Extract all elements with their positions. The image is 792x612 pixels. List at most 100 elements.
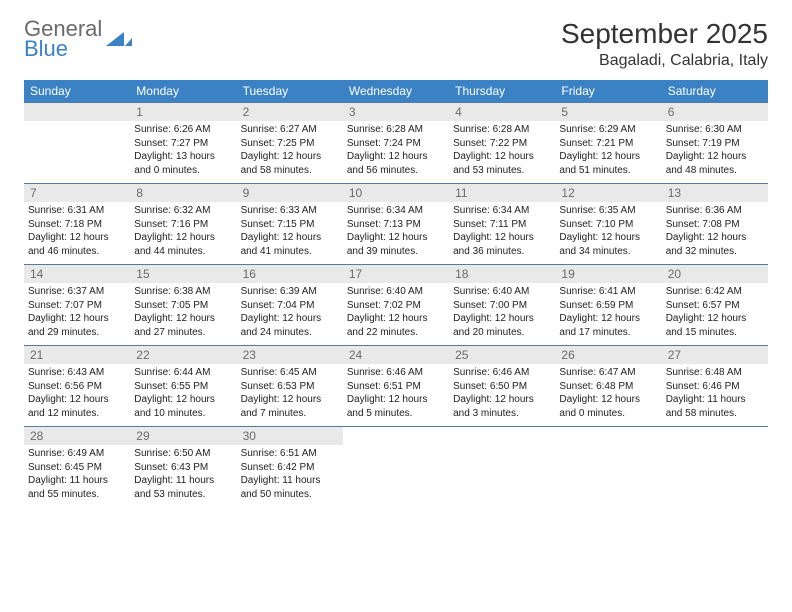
day-info: Sunrise: 6:47 AMSunset: 6:48 PMDaylight:…	[559, 366, 657, 420]
week-row: 1 Sunrise: 6:26 AMSunset: 7:27 PMDaylight…	[24, 103, 768, 184]
day-cell: 8 Sunrise: 6:32 AMSunset: 7:16 PMDaylight…	[130, 184, 236, 265]
day-cell	[24, 103, 130, 184]
day-number: 2	[237, 103, 343, 121]
day-cell: 19 Sunrise: 6:41 AMSunset: 6:59 PMDayligh…	[555, 265, 661, 346]
calendar-body: 1 Sunrise: 6:26 AMSunset: 7:27 PMDaylight…	[24, 103, 768, 508]
day-number: 7	[24, 184, 130, 202]
day-info: Sunrise: 6:39 AMSunset: 7:04 PMDaylight:…	[241, 285, 339, 339]
day-cell: 9Sunrise: 6:33 AMSunset: 7:15 PMDaylight…	[237, 184, 343, 265]
day-number: 30	[237, 427, 343, 445]
day-info: Sunrise: 6:33 AMSunset: 7:15 PMDaylight:…	[241, 204, 339, 258]
day-cell: 27Sunrise: 6:48 AMSunset: 6:46 PMDayligh…	[662, 346, 768, 427]
weekday-header: Tuesday	[237, 80, 343, 103]
day-cell: 7 Sunrise: 6:31 AMSunset: 7:18 PMDaylight…	[24, 184, 130, 265]
weekday-header: Thursday	[449, 80, 555, 103]
logo-word2: Blue	[24, 38, 102, 60]
day-cell: 15Sunrise: 6:38 AMSunset: 7:05 PMDayligh…	[130, 265, 236, 346]
day-info: Sunrise: 6:30 AMSunset: 7:19 PMDaylight:…	[666, 123, 764, 177]
day-cell: 28 Sunrise: 6:49 AMSunset: 6:45 PMDayligh…	[24, 427, 130, 508]
day-cell: 5 Sunrise: 6:29 AMSunset: 7:21 PMDaylight…	[555, 103, 661, 184]
day-info: Sunrise: 6:36 AMSunset: 7:08 PMDaylight:…	[666, 204, 764, 258]
day-number: 11	[449, 184, 555, 202]
day-cell: 13 Sunrise: 6:36 AMSunset: 7:08 PMDayligh…	[662, 184, 768, 265]
day-info: Sunrise: 6:28 AMSunset: 7:22 PMDaylight:…	[453, 123, 551, 177]
day-info: Sunrise: 6:38 AMSunset: 7:05 PMDaylight:…	[134, 285, 232, 339]
day-cell	[449, 427, 555, 508]
week-row: 7 Sunrise: 6:31 AMSunset: 7:18 PMDaylight…	[24, 184, 768, 265]
day-number: 19	[555, 265, 661, 283]
day-cell: 16 Sunrise: 6:39 AMSunset: 7:04 PMDayligh…	[237, 265, 343, 346]
empty-day	[662, 427, 768, 445]
day-cell: 4 Sunrise: 6:28 AMSunset: 7:22 PMDaylight…	[449, 103, 555, 184]
day-number: 3	[343, 103, 449, 121]
day-number: 17	[343, 265, 449, 283]
day-info: Sunrise: 6:29 AMSunset: 7:21 PMDaylight:…	[559, 123, 657, 177]
day-number: 29	[130, 427, 236, 445]
day-cell: 26Sunrise: 6:47 AMSunset: 6:48 PMDayligh…	[555, 346, 661, 427]
day-info: Sunrise: 6:32 AMSunset: 7:16 PMDaylight:…	[134, 204, 232, 258]
day-number: 28	[24, 427, 130, 445]
day-info: Sunrise: 6:48 AMSunset: 6:46 PMDaylight:…	[666, 366, 764, 420]
location: Bagaladi, Calabria, Italy	[561, 52, 768, 70]
day-number: 23	[237, 346, 343, 364]
day-number: 21	[24, 346, 130, 364]
day-info: Sunrise: 6:41 AMSunset: 6:59 PMDaylight:…	[559, 285, 657, 339]
calendar-table: SundayMondayTuesdayWednesdayThursdayFrid…	[24, 80, 768, 507]
day-number: 1	[130, 103, 236, 121]
day-cell	[555, 427, 661, 508]
week-row: 21 Sunrise: 6:43 AMSunset: 6:56 PMDayligh…	[24, 346, 768, 427]
day-cell: 30 Sunrise: 6:51 AMSunset: 6:42 PMDayligh…	[237, 427, 343, 508]
day-info: Sunrise: 6:44 AMSunset: 6:55 PMDaylight:…	[134, 366, 232, 420]
day-cell: 1 Sunrise: 6:26 AMSunset: 7:27 PMDaylight…	[130, 103, 236, 184]
day-cell: 20Sunrise: 6:42 AMSunset: 6:57 PMDayligh…	[662, 265, 768, 346]
day-info: Sunrise: 6:31 AMSunset: 7:18 PMDaylight:…	[28, 204, 126, 258]
day-cell: 12 Sunrise: 6:35 AMSunset: 7:10 PMDayligh…	[555, 184, 661, 265]
day-info: Sunrise: 6:40 AMSunset: 7:02 PMDaylight:…	[347, 285, 445, 339]
day-number: 12	[555, 184, 661, 202]
day-info: Sunrise: 6:34 AMSunset: 7:13 PMDaylight:…	[347, 204, 445, 258]
day-number: 16	[237, 265, 343, 283]
day-cell: 22 Sunrise: 6:44 AMSunset: 6:55 PMDayligh…	[130, 346, 236, 427]
empty-day	[555, 427, 661, 445]
day-number: 13	[662, 184, 768, 202]
day-info: Sunrise: 6:40 AMSunset: 7:00 PMDaylight:…	[453, 285, 551, 339]
day-info: Sunrise: 6:46 AMSunset: 6:51 PMDaylight:…	[347, 366, 445, 420]
day-info: Sunrise: 6:45 AMSunset: 6:53 PMDaylight:…	[241, 366, 339, 420]
day-number: 14	[24, 265, 130, 283]
day-number: 18	[449, 265, 555, 283]
logo-mark-icon	[106, 28, 132, 50]
day-cell: 14Sunrise: 6:37 AMSunset: 7:07 PMDayligh…	[24, 265, 130, 346]
logo-text: General Blue	[24, 18, 102, 60]
day-number: 4	[449, 103, 555, 121]
day-cell: 18 Sunrise: 6:40 AMSunset: 7:00 PMDayligh…	[449, 265, 555, 346]
weekday-header: Wednesday	[343, 80, 449, 103]
day-cell: 29 Sunrise: 6:50 AMSunset: 6:43 PMDayligh…	[130, 427, 236, 508]
day-number: 22	[130, 346, 236, 364]
day-number: 25	[449, 346, 555, 364]
day-info: Sunrise: 6:49 AMSunset: 6:45 PMDaylight:…	[28, 447, 126, 501]
empty-day	[449, 427, 555, 445]
day-number: 10	[343, 184, 449, 202]
day-cell: 23 Sunrise: 6:45 AMSunset: 6:53 PMDayligh…	[237, 346, 343, 427]
empty-day	[24, 103, 130, 121]
day-info: Sunrise: 6:43 AMSunset: 6:56 PMDaylight:…	[28, 366, 126, 420]
day-number: 8	[130, 184, 236, 202]
day-cell: 17 Sunrise: 6:40 AMSunset: 7:02 PMDayligh…	[343, 265, 449, 346]
day-info: Sunrise: 6:50 AMSunset: 6:43 PMDaylight:…	[134, 447, 232, 501]
day-info: Sunrise: 6:51 AMSunset: 6:42 PMDaylight:…	[241, 447, 339, 501]
day-number: 20	[662, 265, 768, 283]
day-info: Sunrise: 6:34 AMSunset: 7:11 PMDaylight:…	[453, 204, 551, 258]
weekday-header: Friday	[555, 80, 661, 103]
weekday-header: Monday	[130, 80, 236, 103]
day-cell: 6Sunrise: 6:30 AMSunset: 7:19 PMDaylight…	[662, 103, 768, 184]
logo: General Blue	[24, 18, 132, 60]
day-info: Sunrise: 6:26 AMSunset: 7:27 PMDaylight:…	[134, 123, 232, 177]
weekday-header: Sunday	[24, 80, 130, 103]
week-row: 28 Sunrise: 6:49 AMSunset: 6:45 PMDayligh…	[24, 427, 768, 508]
day-info: Sunrise: 6:35 AMSunset: 7:10 PMDaylight:…	[559, 204, 657, 258]
day-cell: 2Sunrise: 6:27 AMSunset: 7:25 PMDaylight…	[237, 103, 343, 184]
day-info: Sunrise: 6:28 AMSunset: 7:24 PMDaylight:…	[347, 123, 445, 177]
day-number: 5	[555, 103, 661, 121]
day-cell	[662, 427, 768, 508]
week-row: 14Sunrise: 6:37 AMSunset: 7:07 PMDayligh…	[24, 265, 768, 346]
